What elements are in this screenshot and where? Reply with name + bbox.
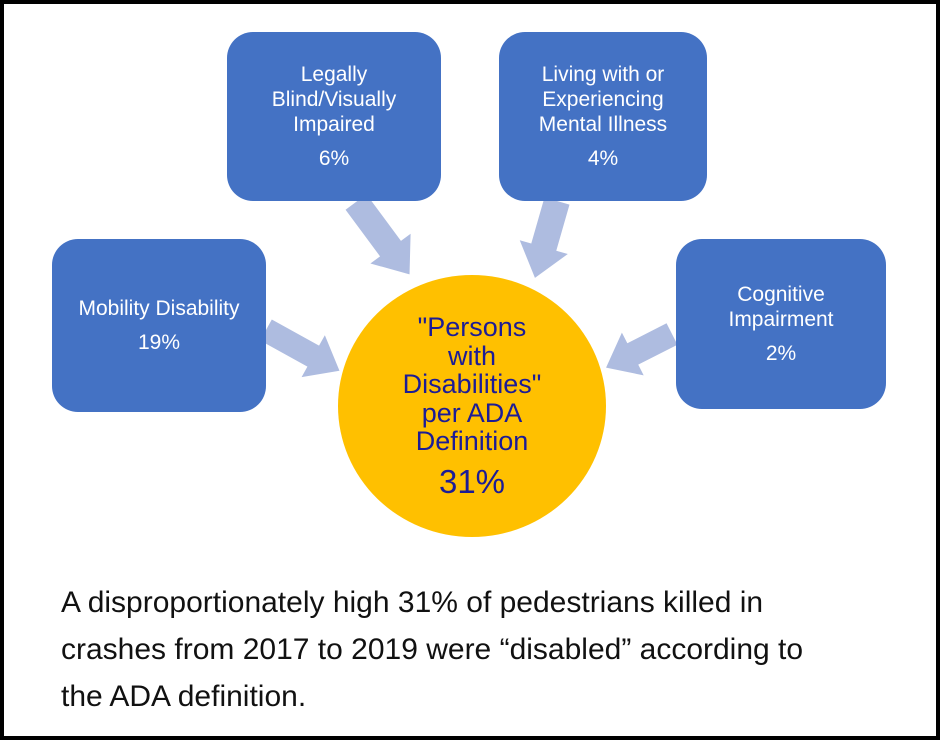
node-label: per ADA bbox=[421, 397, 523, 428]
node-label: Legally bbox=[300, 63, 368, 86]
node-label: "Persons bbox=[417, 312, 527, 343]
percent-label: 2% bbox=[765, 342, 797, 365]
percent-label: 6% bbox=[318, 147, 350, 170]
caption-line: crashes from 2017 to 2019 were “disabled… bbox=[61, 633, 804, 666]
caption-line: A disproportionately high 31% of pedestr… bbox=[61, 586, 764, 619]
node-label: Impairment bbox=[728, 308, 834, 331]
node-label: Definition bbox=[415, 426, 529, 457]
node-label: Living with or bbox=[541, 63, 665, 86]
percent-label: 19% bbox=[137, 331, 181, 354]
node-label: Cognitive bbox=[737, 283, 825, 306]
percent-label: 4% bbox=[587, 147, 619, 170]
node-label: Blind/Visually bbox=[271, 88, 397, 111]
node-label: Mental Illness bbox=[538, 113, 668, 136]
node-center-total: "Persons with Disabilities" per ADA Defi… bbox=[338, 275, 606, 537]
node-mental-illness: Living with or Experiencing Mental Illne… bbox=[499, 32, 707, 201]
node-label: Disabilities" bbox=[402, 369, 542, 400]
caption-line: the ADA definition. bbox=[61, 680, 307, 713]
node-label: Mobility Disability bbox=[78, 297, 240, 320]
node-label: Impaired bbox=[293, 113, 375, 136]
percent-label: 31% bbox=[438, 462, 506, 500]
node-legally-blind: Legally Blind/Visually Impaired 6% bbox=[227, 32, 441, 201]
arrow-mental-to-center-icon bbox=[519, 197, 570, 278]
arrow-cognitive-to-center-icon bbox=[606, 323, 678, 376]
node-cognitive-impairment: Cognitive Impairment 2% bbox=[676, 239, 886, 409]
node-mobility-disability: Mobility Disability 19% bbox=[52, 239, 266, 412]
node-label: with bbox=[447, 340, 496, 371]
node-label: Experiencing bbox=[542, 88, 664, 111]
arrow-blind-to-center-icon bbox=[345, 194, 411, 275]
caption-text: A disproportionately high 31% of pedestr… bbox=[61, 579, 906, 720]
arrow-mobility-to-center-icon bbox=[260, 319, 340, 378]
